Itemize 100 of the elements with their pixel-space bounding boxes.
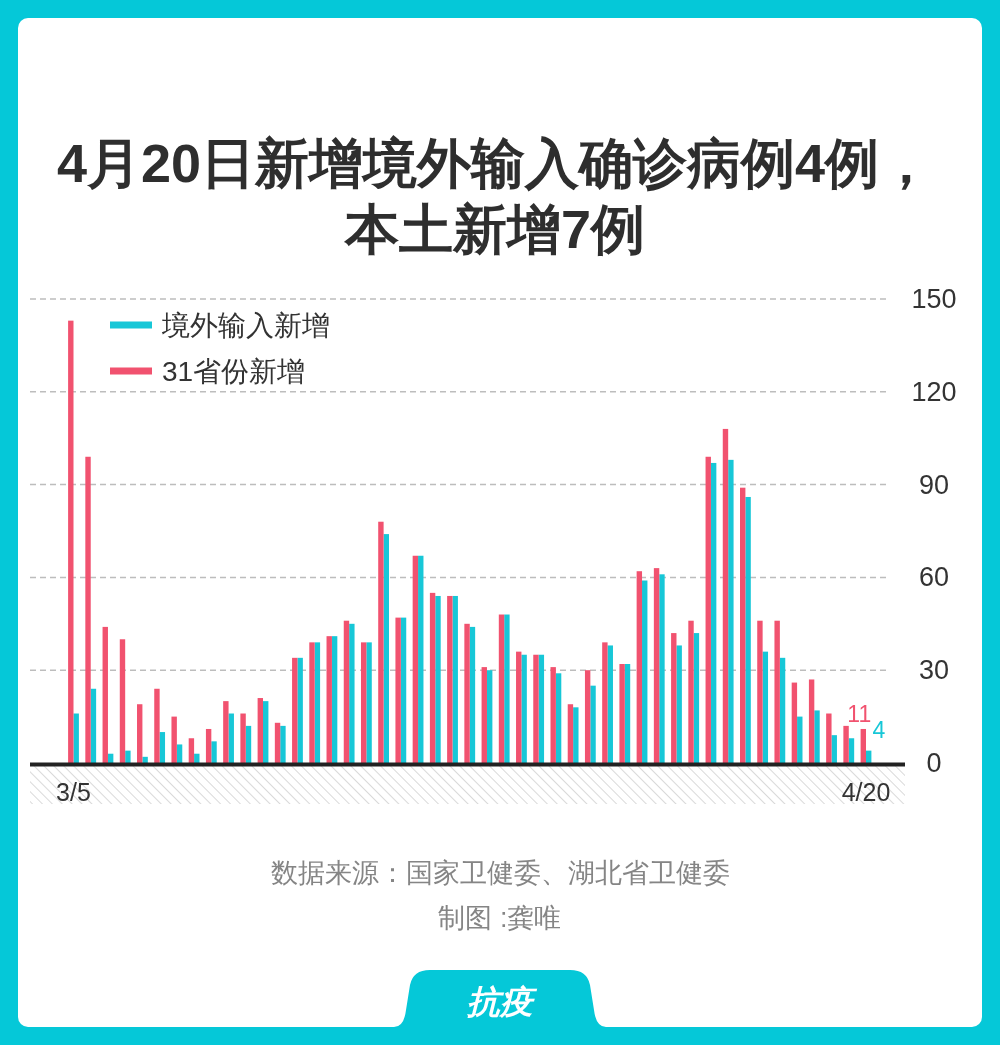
bar (447, 595, 453, 763)
bar (257, 698, 264, 763)
bar (223, 701, 229, 763)
bar (624, 664, 631, 763)
bar (555, 673, 562, 763)
bar (107, 753, 114, 763)
legend-label: 31省份新增 (162, 355, 306, 387)
bar (814, 710, 820, 763)
bar (137, 704, 143, 763)
bar (228, 713, 234, 763)
bar (418, 555, 424, 763)
y-tick-label: 0 (926, 748, 942, 778)
bar (779, 657, 786, 763)
bar (745, 496, 751, 763)
bar (653, 568, 660, 763)
bar (486, 670, 493, 763)
bar (378, 521, 384, 763)
bar (194, 753, 200, 763)
bar (469, 626, 476, 763)
bar (395, 617, 401, 763)
bar (693, 633, 700, 763)
bar (848, 738, 855, 763)
bar (584, 670, 591, 763)
bar (263, 701, 269, 763)
bar (498, 614, 505, 763)
bar (360, 642, 367, 763)
bar (757, 620, 763, 763)
text: 制图 :龚唯 (438, 903, 562, 933)
bar (297, 657, 303, 763)
legend-label: 境外输入新增 (161, 309, 330, 341)
bar (176, 744, 183, 763)
bar (240, 713, 246, 763)
x-tick-label: 3/5 (56, 778, 91, 806)
bar (550, 667, 556, 763)
bar (762, 651, 769, 763)
bar (866, 750, 872, 763)
bar (791, 682, 798, 763)
bar (125, 750, 131, 763)
bar (90, 688, 97, 763)
y-tick-label: 90 (918, 469, 950, 500)
text: 抗疫 (466, 982, 538, 1020)
bar (452, 595, 458, 763)
bar (171, 716, 177, 763)
bar (740, 487, 746, 763)
bar (412, 555, 419, 763)
bar (504, 614, 510, 763)
bar (642, 580, 648, 763)
bar (671, 633, 677, 763)
bar (722, 428, 729, 763)
bar (435, 595, 441, 763)
bar (567, 704, 574, 763)
bar (119, 639, 126, 763)
bar (481, 667, 487, 763)
bar (607, 645, 613, 763)
bar (280, 725, 286, 763)
bar (860, 728, 866, 763)
bar (831, 735, 837, 763)
y-tick-label: 30 (918, 655, 950, 686)
bar (73, 713, 79, 763)
bar (636, 571, 643, 763)
bar (808, 679, 815, 763)
bar (538, 654, 545, 763)
data-label: 11 (847, 700, 872, 727)
bar (326, 636, 332, 763)
bar (211, 741, 217, 763)
data-label: 4 (872, 716, 886, 743)
bar (619, 664, 625, 763)
bar (843, 725, 849, 763)
bar (343, 620, 350, 763)
bar (85, 456, 91, 763)
bar (521, 654, 527, 763)
bar (705, 456, 711, 763)
bar (797, 716, 803, 763)
bar (533, 654, 539, 763)
source-note: 数据来源：国家卫健委、湖北省卫健委 (270, 858, 730, 888)
bar (728, 459, 734, 763)
bar (274, 722, 281, 763)
bar (464, 623, 470, 763)
bar (154, 688, 160, 763)
bar (710, 462, 717, 763)
y-tick-label: 120 (911, 376, 957, 407)
y-tick-label: 150 (911, 284, 957, 314)
bar (309, 642, 315, 763)
bar (659, 574, 665, 763)
bar (102, 626, 108, 763)
bar (292, 657, 298, 763)
bar (205, 728, 212, 763)
bar (68, 320, 74, 763)
bar (142, 756, 148, 763)
bar (602, 642, 608, 763)
bar (245, 725, 252, 763)
bar (688, 620, 694, 763)
bar (429, 592, 436, 763)
bar (676, 645, 682, 763)
bar (590, 685, 596, 763)
y-tick-label: 60 (918, 562, 950, 593)
bar (366, 642, 372, 763)
bar (400, 617, 407, 763)
bar (774, 620, 780, 763)
chart-title: 4月20日新增境外输入确诊病例4例，本土新增7例 (55, 132, 935, 261)
